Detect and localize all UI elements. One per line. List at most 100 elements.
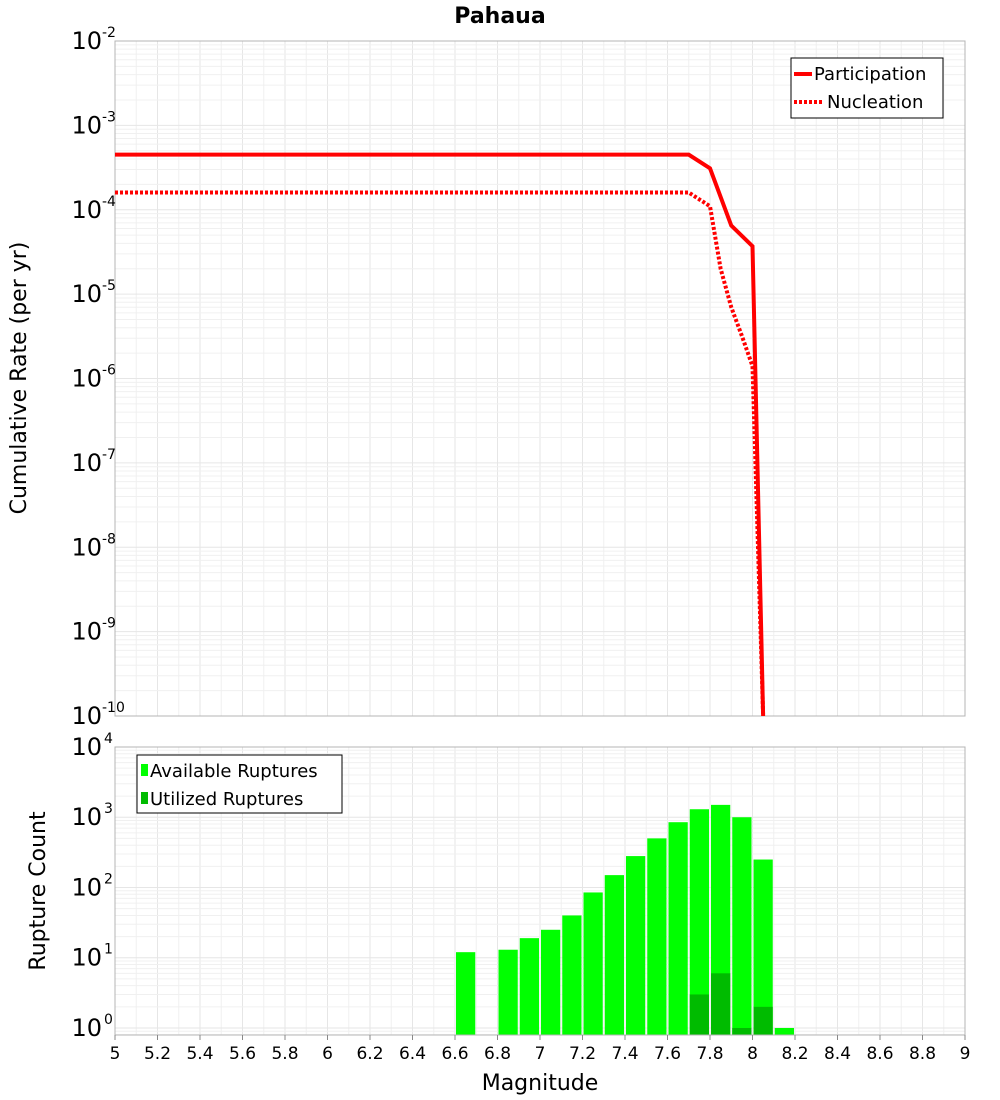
rate-y-tick: 10 -6: [71, 363, 116, 393]
x-tick-label: 8.4: [824, 1044, 851, 1064]
available-ruptures-bar: [753, 859, 773, 1035]
x-tick-label: 7.4: [611, 1044, 638, 1064]
nucleation-line: [115, 190, 766, 717]
rate-y-tick: 10 -8: [71, 531, 116, 561]
rate-grid: [114, 41, 966, 717]
rate-y-tick-exponent: -2: [102, 25, 116, 41]
rate-y-tick-exponent: -6: [102, 363, 116, 379]
x-tick-label: 7.6: [654, 1044, 681, 1064]
rate-y-tick: 10 -4: [71, 194, 116, 224]
x-tick-label: 5: [110, 1044, 121, 1064]
available-ruptures-bar: [456, 952, 476, 1035]
legend-utilized-swatch: [141, 792, 148, 804]
count-y-tick-base: 10: [71, 733, 102, 761]
count-legend-box: [136, 754, 343, 814]
count-y-tick-exponent: 4: [104, 731, 113, 747]
rate-y-tick-base: 10: [71, 449, 102, 477]
rate-y-tick: 10 -3: [71, 109, 116, 139]
rate-y-tick-base: 10: [71, 27, 102, 55]
available-ruptures-bar: [689, 809, 709, 1035]
count-y-tick-base: 10: [71, 944, 102, 972]
count-y-tick-exponent: 2: [104, 871, 113, 887]
available-ruptures-bar: [626, 856, 646, 1035]
rate-lines: [114, 152, 766, 717]
utilized-ruptures-bar: [711, 973, 731, 1035]
rate-legend-box: [790, 57, 944, 119]
available-ruptures-bar: [583, 892, 603, 1035]
rate-y-ticks: 10-210-310-410-510-610-710-810-910-10: [71, 25, 124, 730]
x-tick-label: 6.4: [399, 1044, 426, 1064]
x-tick-label: 7.8: [696, 1044, 723, 1064]
utilized-ruptures-bar: [732, 1027, 752, 1035]
x-axis-label: Magnitude: [482, 1071, 599, 1096]
rate-y-tick-base: 10: [71, 196, 102, 224]
rate-legend: Participation Nucleation: [790, 57, 944, 119]
rate-panel: 10-210-310-410-510-610-710-810-910-10 Cu…: [7, 25, 966, 730]
count-grid: [114, 747, 966, 1036]
rate-plot-frame: [114, 40, 966, 717]
count-y-tick-exponent: 3: [104, 801, 113, 817]
participation-line: [115, 152, 766, 717]
available-ruptures-bar: [519, 938, 539, 1035]
x-tick-label: 9: [960, 1044, 971, 1064]
rate-y-axis-label: Cumulative Rate (per yr): [7, 242, 32, 515]
available-ruptures-bar: [604, 875, 624, 1035]
legend-utilized-label: Utilized Ruptures: [150, 789, 303, 810]
x-tick-label: 8.8: [909, 1044, 936, 1064]
count-legend: Available Ruptures Utilized Ruptures: [136, 754, 343, 814]
rate-y-tick: 10 -9: [71, 616, 116, 646]
x-tick-label: 5.2: [144, 1044, 171, 1064]
rate-y-tick-base: 10: [71, 702, 102, 730]
x-tick-label: 6.2: [356, 1044, 383, 1064]
rate-y-tick-base: 10: [71, 280, 102, 308]
count-y-tick: 10 4: [71, 731, 113, 761]
count-y-tick: 10 2: [71, 871, 112, 901]
rate-y-tick-exponent: -10: [102, 700, 125, 716]
x-tick-label: 6.8: [484, 1044, 511, 1064]
x-tick-label: 8: [747, 1044, 758, 1064]
rate-y-tick-base: 10: [71, 618, 102, 646]
available-ruptures-bar: [498, 949, 518, 1035]
count-y-tick: 10 0: [71, 1012, 112, 1042]
available-ruptures-bar: [732, 817, 752, 1035]
rate-y-tick-exponent: -4: [102, 194, 116, 210]
legend-available-swatch: [141, 764, 148, 776]
count-bars: [456, 804, 794, 1035]
x-tick-label: 6: [322, 1044, 333, 1064]
utilized-ruptures-bar: [689, 994, 709, 1035]
x-tick-label: 5.8: [271, 1044, 298, 1064]
count-y-tick-base: 10: [71, 873, 102, 901]
chart-title: Pahaua: [454, 4, 545, 29]
x-tick-label: 5.4: [186, 1044, 213, 1064]
rate-y-tick-exponent: -5: [102, 278, 116, 294]
legend-available-label: Available Ruptures: [150, 761, 318, 782]
utilized-ruptures-bar: [753, 1006, 773, 1035]
count-y-tick: 10 1: [71, 942, 112, 972]
available-ruptures-bar: [774, 1027, 794, 1035]
rate-y-tick-base: 10: [71, 533, 102, 561]
x-tick-label: 7: [535, 1044, 546, 1064]
x-tick-label: 8.2: [781, 1044, 808, 1064]
rate-y-tick-exponent: -8: [102, 531, 116, 547]
rate-y-tick-base: 10: [71, 111, 102, 139]
rate-y-tick-exponent: -9: [102, 616, 116, 632]
x-tick-label: 6.6: [441, 1044, 468, 1064]
rate-y-tick: 10 -7: [71, 447, 116, 477]
rate-y-tick: 10 -10: [71, 700, 124, 730]
legend-participation-label: Participation: [814, 64, 926, 85]
count-y-tick-base: 10: [71, 1014, 102, 1042]
x-tick-label: 8.6: [866, 1044, 893, 1064]
count-y-tick: 10 3: [71, 801, 112, 831]
count-y-axis-label: Rupture Count: [26, 811, 51, 971]
rate-y-tick-base: 10: [71, 365, 102, 393]
count-y-tick-exponent: 1: [104, 942, 113, 958]
available-ruptures-bar: [562, 915, 582, 1035]
rate-y-tick: 10 -2: [71, 25, 116, 55]
x-tick-label: 7.2: [569, 1044, 596, 1064]
rate-y-tick-exponent: -7: [102, 447, 116, 463]
legend-nucleation-label: Nucleation: [827, 92, 923, 113]
rate-y-tick-exponent: -3: [102, 109, 116, 125]
